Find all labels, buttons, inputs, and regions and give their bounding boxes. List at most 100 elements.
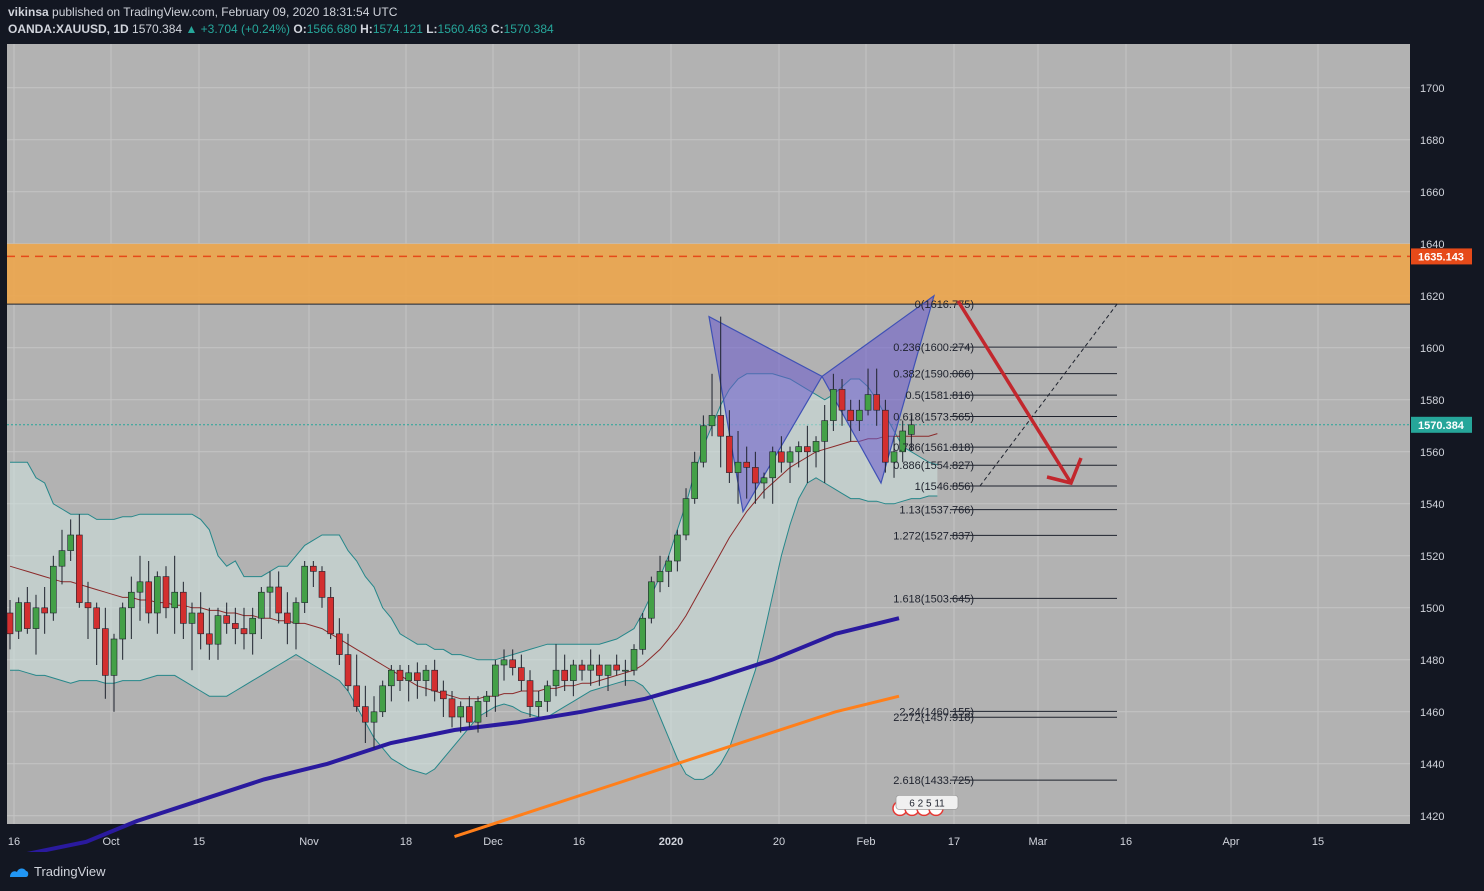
candle [136,555,144,621]
candle [622,659,629,686]
candle [734,431,742,504]
resistance-zone-band [7,243,1410,305]
candle [180,581,187,639]
candle [206,607,213,660]
close-label: C: [490,22,504,36]
time-tick-label: Feb [857,836,876,848]
candle [743,446,750,499]
candle [162,566,170,619]
candle [717,316,724,468]
candle [474,696,482,733]
fib-level-label: 0.382(1590.066) [893,369,974,381]
candle-body [838,389,846,411]
candle [431,659,438,702]
candle [526,670,534,717]
candle-body [561,669,568,681]
candle [388,665,395,702]
price-axis-background [1410,44,1484,852]
candle [370,696,378,749]
candle [500,649,508,681]
candle-body [786,451,794,463]
fib-level-label: 0.5(1581.816) [906,390,975,402]
symbol-name[interactable]: OANDA:XAUUSD, 1D [8,22,129,36]
price-tag-bg [1411,248,1472,265]
candle-body [535,701,542,707]
candle [682,488,690,541]
event-badge-text: 6 2 5 11 [909,798,945,809]
candle [310,561,317,587]
candle [873,368,881,426]
candle-body [526,680,534,707]
time-axis[interactable]: 16 Oct 15 Nov 18 Dec 16 2020 20 Feb 17 Mar 16 Apr 15 [8,836,1324,848]
candle-body [708,415,716,427]
ma-long-line [9,616,900,860]
candle-body [804,446,811,453]
candle-body [162,576,170,609]
candle [336,618,343,665]
candle [102,607,109,699]
price-tick-label: 1520 [1420,551,1444,563]
candle-body [275,586,282,614]
time-tick-label: 15 [193,836,205,848]
candle [188,602,196,671]
price-tag: 1570.384 [1411,416,1472,433]
candle-body [821,420,828,442]
fib-level-label: 1.618(1503.645) [893,593,974,605]
candle-body [899,430,907,453]
time-tick-label: Apr [1222,836,1239,848]
candle [492,659,499,712]
candle-body [596,664,603,676]
candle [760,472,768,499]
candle [483,691,490,717]
last-price: 1570.384 [132,22,183,36]
candle-body [639,617,646,650]
fib-level-label: 1.272(1527.837) [893,530,974,542]
candle-body [214,615,222,645]
candle-body [674,534,681,562]
candle-body [223,615,230,624]
candle [812,436,820,468]
price-tick-label: 1580 [1420,395,1444,407]
candle [769,446,776,504]
candle [648,576,655,624]
candle-body [370,711,378,723]
candle [249,607,256,655]
candle [232,607,239,645]
candle [6,600,14,650]
candle-body [301,565,308,603]
arrow-head [1046,457,1083,486]
candle-body [864,394,872,411]
candle-body [448,698,456,718]
candle-body [336,633,343,655]
open-value: 1566.680 [306,22,357,36]
candle-body [414,672,421,681]
candle-body [136,581,144,593]
candle-body [24,602,31,629]
price-tick-label: 1540 [1420,499,1444,511]
candle [414,662,421,699]
price-tick-label: 1680 [1420,135,1444,147]
price-change: ▲ +3.704 (+0.24%) [185,22,291,36]
candle-body [266,586,274,593]
candle-body [284,612,291,624]
candle-body [474,701,482,723]
candle-body [58,550,66,567]
fib-level-label: 0.618(1573.565) [893,412,974,424]
candle-body [292,602,300,624]
event-markers[interactable]: 6 2 5 11 [892,795,959,817]
candle-body [119,607,126,640]
fib-level-label: 1.13(1537.766) [899,505,974,517]
candle-body [110,638,118,676]
price-tick-label: 1480 [1420,655,1444,667]
fib-level-label: 0.236(1600.274) [893,342,974,354]
time-tick-label: 2020 [659,836,683,848]
candle-body [128,591,135,609]
candle [509,649,516,676]
price-axis[interactable]: 1420 1440 1460 1480 1500 1520 1540 1560 1580 1600… [1420,83,1444,823]
candle [50,555,57,621]
candle [570,659,577,697]
candle [128,576,135,639]
candle [726,410,733,483]
time-tick-label: 16 [1120,836,1132,848]
